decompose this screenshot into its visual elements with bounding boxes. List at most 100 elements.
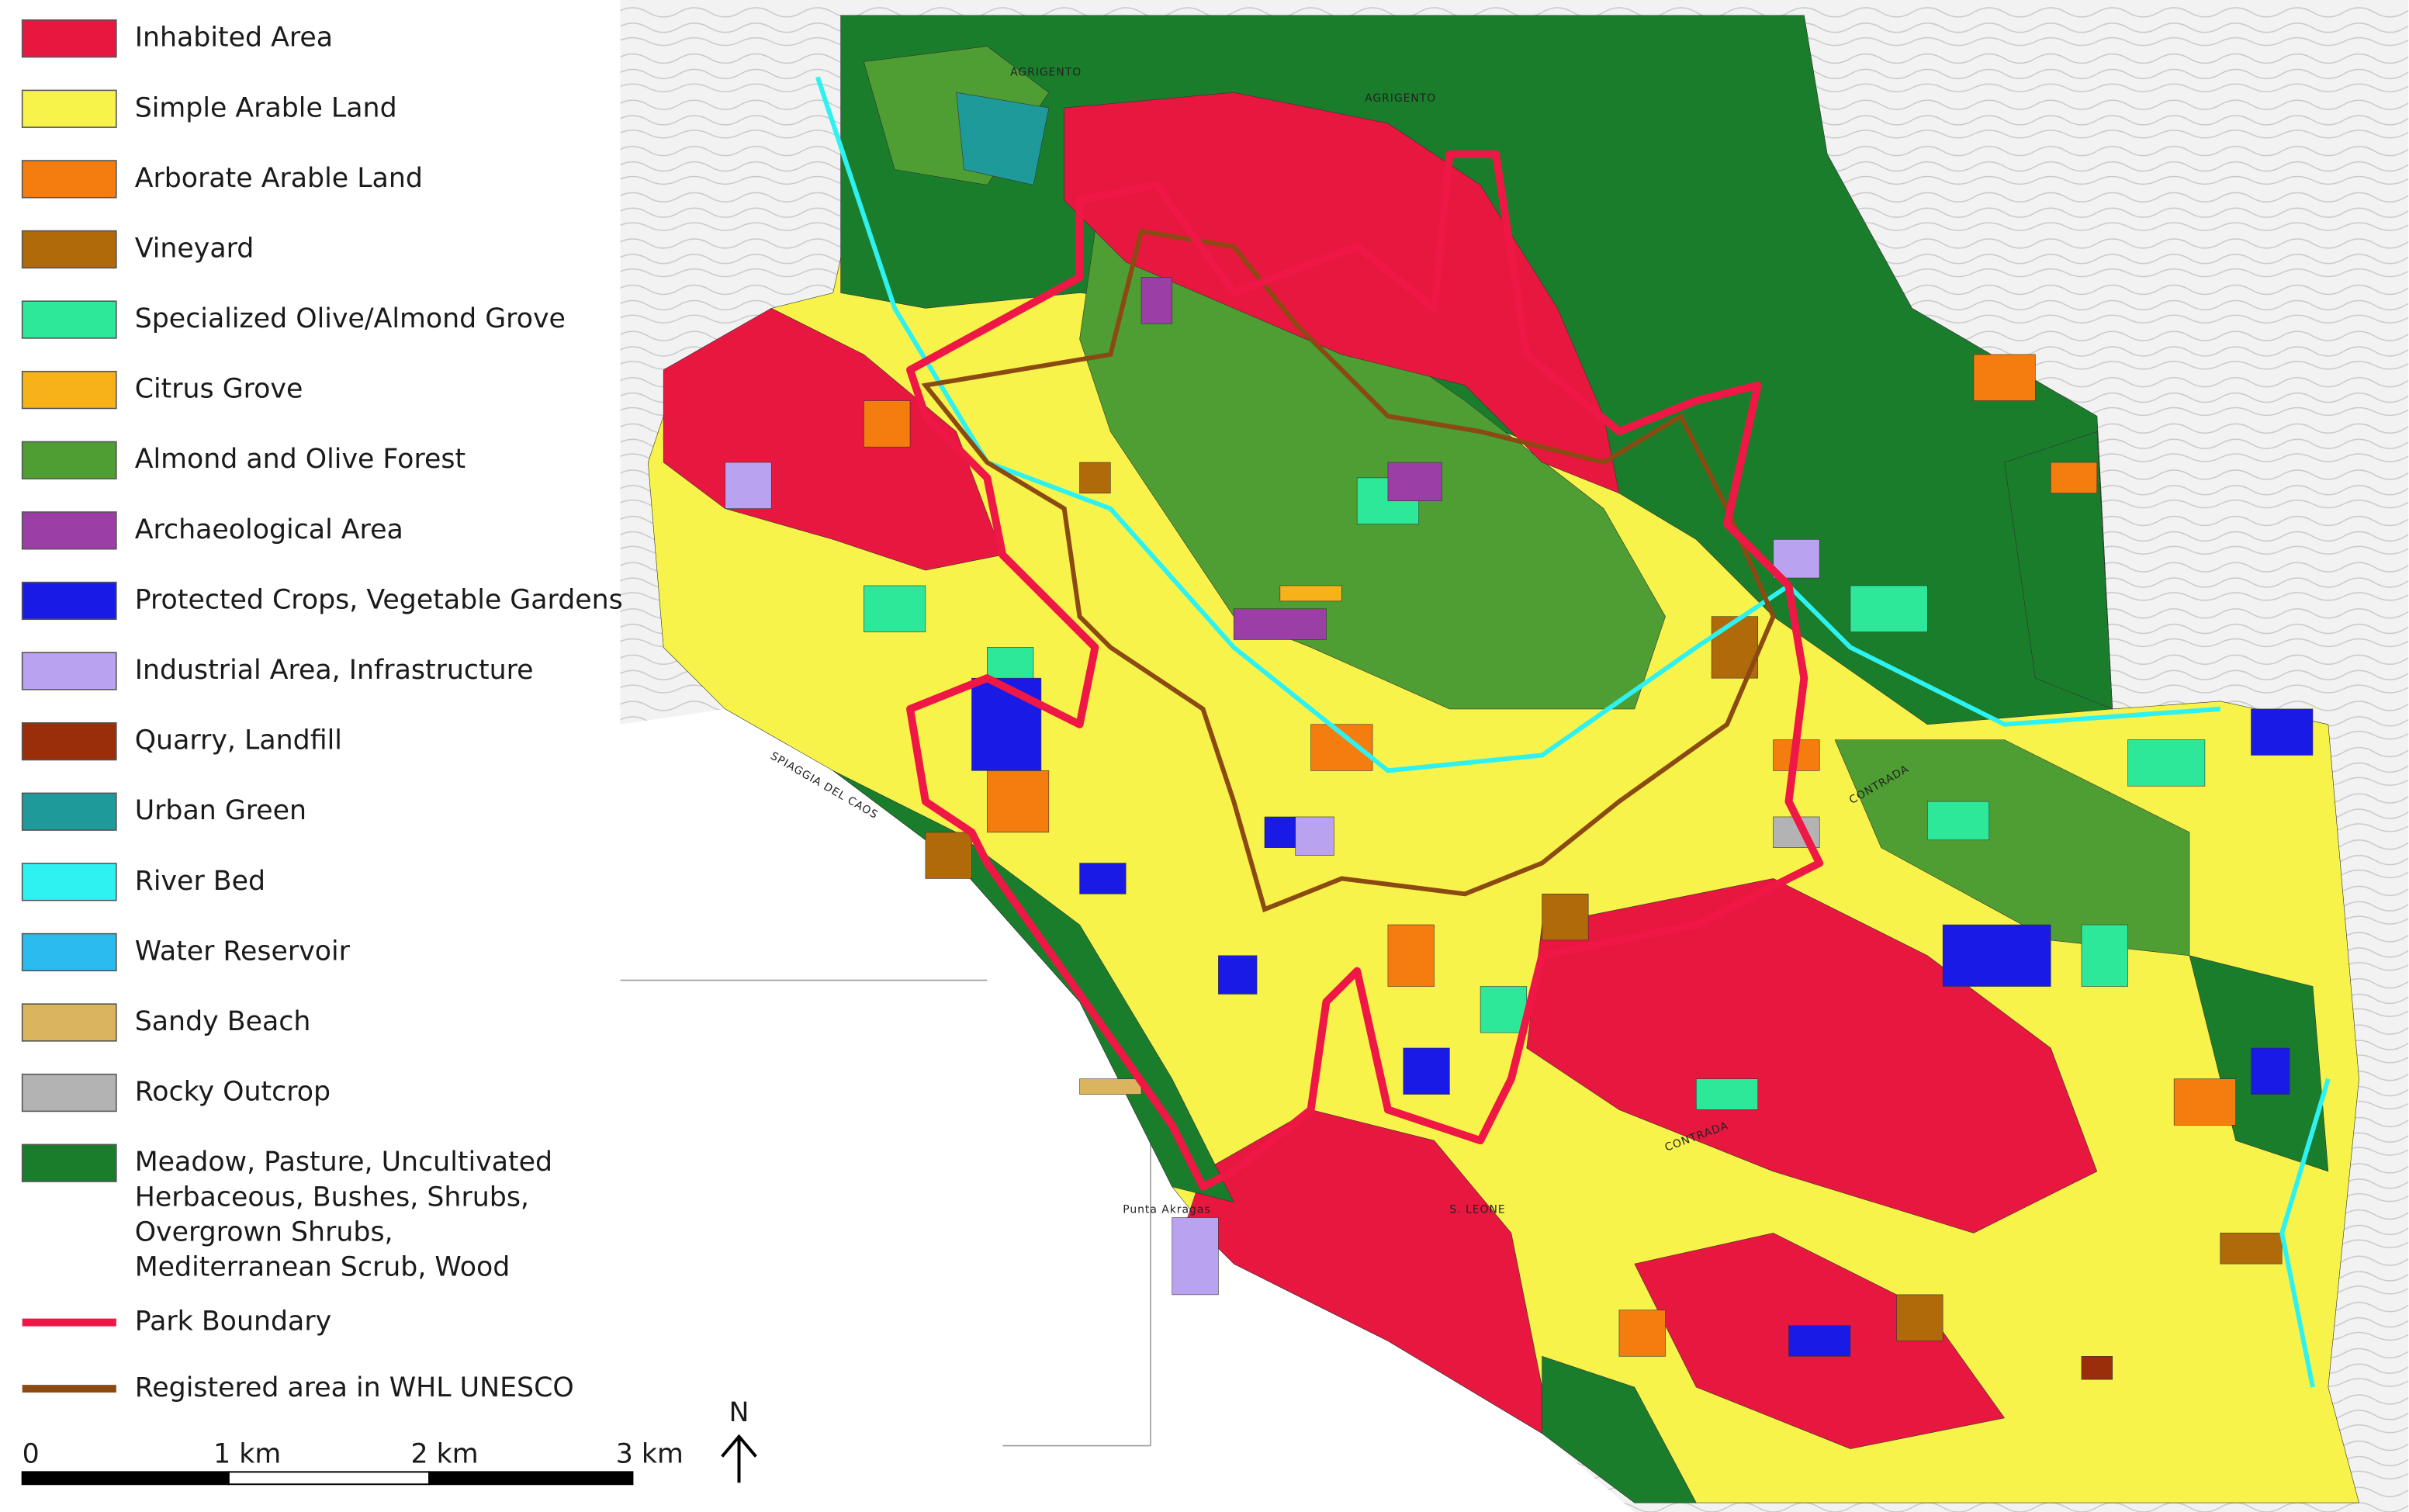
land-use-area — [1695, 1078, 1759, 1110]
land-use-area — [1618, 1310, 1666, 1357]
legend-label: Vineyard — [135, 233, 254, 264]
legend-label: Meadow, Pasture, Uncultivated — [135, 1147, 552, 1178]
land-use-area — [1403, 1047, 1450, 1095]
legend-swatch — [21, 721, 117, 761]
land-use-area — [971, 677, 1042, 771]
land-use-area — [956, 92, 1050, 185]
land-use-area — [1542, 894, 1589, 941]
land-use-area — [925, 832, 972, 879]
land-use-area — [864, 585, 926, 632]
land-use-area — [1542, 1355, 1697, 1503]
scale-label: 3 km — [616, 1438, 684, 1469]
land-use-area — [1064, 92, 1620, 494]
legend-label: Arborate Arable Land — [135, 163, 423, 194]
legend-label: Water Reservoir — [135, 936, 351, 967]
legend-label: Industrial Area, Infrastructure — [135, 655, 534, 686]
scale-bar-segment — [428, 1471, 634, 1486]
land-use-area — [2173, 1078, 2236, 1126]
land-use-area — [1387, 924, 1435, 987]
legend-swatch — [21, 441, 117, 479]
legend-swatch — [21, 932, 117, 972]
legend-label: Specialized Olive/Almond Grove — [135, 303, 566, 334]
land-use-area — [1850, 585, 1928, 632]
scale-label: 0 — [22, 1438, 40, 1469]
legend-label: Sandy Beach — [135, 1006, 311, 1037]
land-use-area — [2251, 708, 2314, 756]
land-use-area — [864, 400, 911, 448]
legend-label: Rocky Outcrop — [135, 1077, 331, 1108]
land-use-area — [1896, 1294, 1943, 1341]
land-use-area — [1788, 1325, 1851, 1357]
land-use-area — [1140, 277, 1173, 324]
legend-label: Inhabited Area — [135, 22, 333, 54]
land-use-area — [1387, 462, 1442, 501]
land-use-area — [1079, 1078, 1142, 1095]
land-use-area — [1172, 1217, 1219, 1296]
legend-swatch — [21, 1003, 117, 1042]
land-use-area — [2081, 924, 2128, 987]
legend-label: Herbaceous, Bushes, Shrubs, — [135, 1182, 529, 1213]
legend-swatch — [21, 1144, 117, 1182]
land-use-area — [2251, 1047, 2290, 1095]
legend-label: Registered area in WHL UNESCO — [135, 1372, 574, 1403]
legend-swatch — [21, 160, 117, 199]
river — [815, 76, 2220, 773]
land-use-area — [2127, 739, 2206, 787]
legend-label: Protected Crops, Vegetable Gardens — [135, 584, 623, 615]
map-label: S. LEONE — [1449, 1204, 1505, 1216]
land-use-area — [1773, 539, 1820, 579]
land-use-area — [1526, 878, 2098, 1233]
legend-swatch — [21, 19, 117, 58]
land-use-area — [2004, 431, 2113, 710]
scale-bar-segment — [227, 1471, 431, 1486]
map-label: Punta Akragas — [1123, 1204, 1210, 1216]
north-arrow — [721, 1434, 757, 1483]
land-use-area — [1279, 585, 1342, 602]
land-use-area — [1295, 816, 1334, 856]
legend-swatch — [21, 581, 117, 621]
scale-bar-segment — [21, 1471, 230, 1486]
land-use-area — [1079, 230, 1666, 710]
land-use-area — [2081, 1356, 2113, 1380]
land-use-area — [2050, 462, 2098, 494]
legend-swatch — [21, 652, 117, 690]
legend-swatch — [21, 230, 117, 269]
legend-swatch — [21, 89, 117, 128]
legend-label: Park Boundary — [135, 1306, 332, 1337]
land-use-area — [1233, 608, 1327, 640]
river — [2279, 1078, 2331, 1388]
land-use-area — [1942, 924, 2051, 987]
legend-swatch — [21, 863, 117, 901]
park-boundary — [906, 150, 1824, 1191]
land-use-area — [725, 462, 772, 509]
land-use-area — [2220, 1233, 2283, 1265]
legend-label: Almond and Olive Forest — [135, 444, 466, 475]
land-use-area — [987, 770, 1050, 833]
land-use-area — [1264, 816, 1296, 849]
legend-label: Citrus Grove — [135, 374, 303, 405]
land-use-area — [1926, 801, 1990, 841]
map-label: AGRIGENTO — [1010, 66, 1082, 78]
legend-swatch — [21, 300, 117, 339]
land-use-area — [1079, 462, 1111, 494]
land-use-area — [1218, 955, 1258, 995]
legend-label: Overgrown Shrubs, — [135, 1216, 393, 1247]
unesco-boundary — [921, 228, 1776, 913]
legend-label: Archaeological Area — [135, 514, 403, 545]
legend-label: Mediterranean Scrub, Wood — [135, 1251, 511, 1282]
legend-label: Quarry, Landfill — [135, 725, 342, 756]
scale-label: 1 km — [213, 1438, 281, 1469]
sea — [620, 708, 1635, 1512]
scale-label: 2 km — [410, 1438, 478, 1469]
legend-swatch — [21, 792, 117, 831]
legend-swatch — [21, 511, 117, 550]
land-use-area — [1973, 354, 2036, 401]
land-use-area — [1079, 863, 1127, 894]
map-label: AGRIGENTO — [1365, 92, 1436, 105]
legend-label: Urban Green — [135, 795, 306, 826]
legend-label: River Bed — [135, 866, 265, 897]
legend-label: Simple Arable Land — [135, 92, 397, 123]
north-label: N — [729, 1397, 749, 1428]
